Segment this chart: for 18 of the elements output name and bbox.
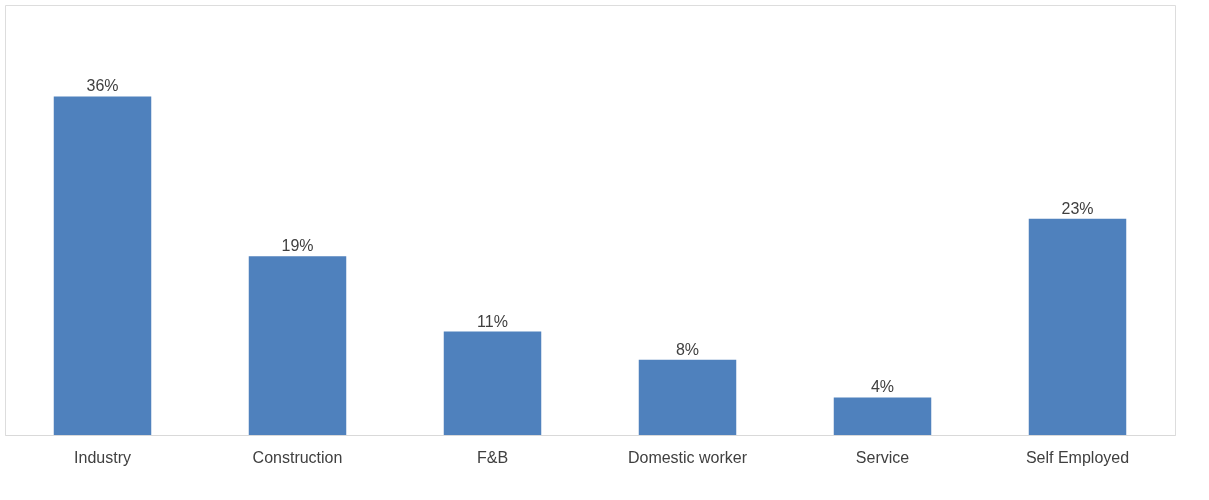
- data-label: 8%: [675, 340, 700, 358]
- data-label: 11%: [477, 312, 508, 330]
- x-tick-label: Domestic worker: [627, 448, 748, 466]
- data-label: 4%: [870, 378, 895, 396]
- x-tick-label: F&B: [476, 448, 509, 466]
- bar: [248, 256, 347, 435]
- data-label: 36%: [86, 77, 119, 95]
- bar: [1028, 218, 1127, 435]
- bar: [833, 397, 932, 435]
- x-tick-label: Industry: [74, 448, 131, 466]
- x-tick-label: Service: [855, 448, 910, 466]
- bar: [53, 96, 152, 435]
- x-tick-label: Self Employed: [1025, 448, 1130, 466]
- bar: [443, 331, 542, 435]
- data-label: 23%: [1061, 199, 1094, 217]
- x-tick-label: Construction: [252, 448, 343, 466]
- data-label: 19%: [281, 237, 314, 255]
- bar: [638, 359, 737, 435]
